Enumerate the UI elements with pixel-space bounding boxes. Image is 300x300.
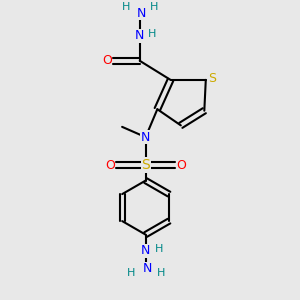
Text: N: N (141, 244, 150, 257)
Text: O: O (176, 158, 186, 172)
Text: H: H (148, 29, 156, 39)
Text: O: O (102, 54, 112, 67)
Text: S: S (141, 158, 150, 172)
Text: N: N (142, 262, 152, 275)
Text: N: N (136, 7, 146, 20)
Text: S: S (208, 72, 216, 85)
Text: H: H (122, 2, 130, 12)
Text: O: O (105, 158, 115, 172)
Text: N: N (141, 130, 150, 144)
Text: H: H (127, 268, 136, 278)
Text: H: H (150, 2, 159, 12)
Text: H: H (154, 244, 163, 254)
Text: N: N (135, 29, 144, 42)
Text: H: H (157, 268, 165, 278)
